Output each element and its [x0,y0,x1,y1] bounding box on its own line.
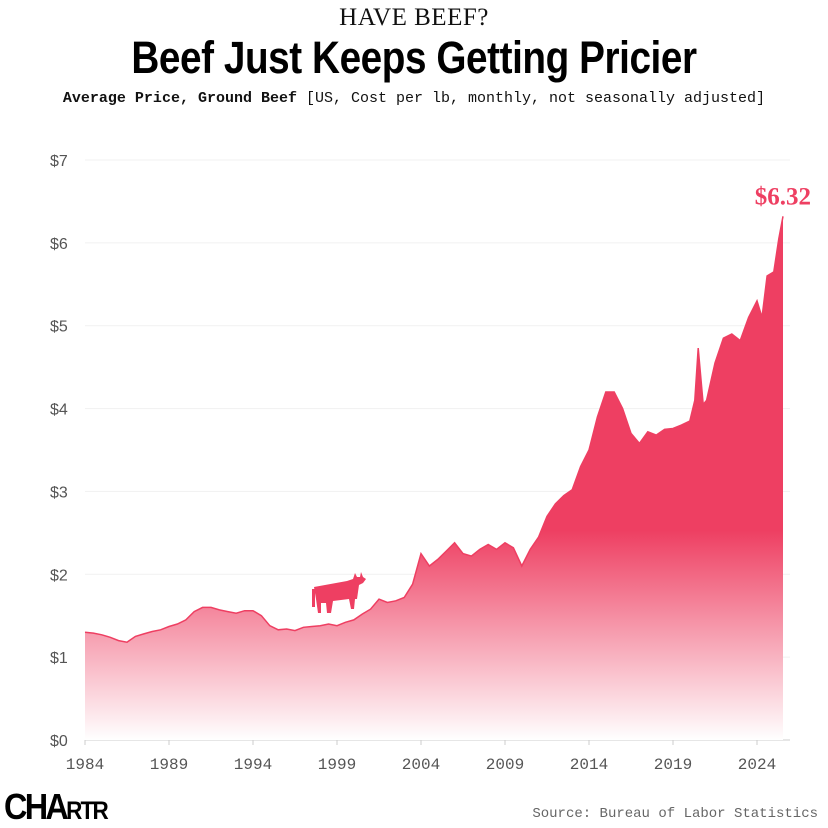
x-axis: 1984 1989 1994 1999 2004 2009 2014 2019 2024 [66,740,776,774]
chart-kicker: HAVE BEEF? [339,4,489,31]
x-tick-label: 1989 [150,756,188,774]
chartr-logo: CHARTR [4,786,109,827]
y-tick-label: $3 [50,484,68,501]
y-tick-label: $2 [50,567,68,584]
x-tick-label: 1994 [234,756,272,774]
x-tick-label: 1999 [318,756,356,774]
source-note: Source: Bureau of Labor Statistics [532,806,818,822]
y-tick-label: $5 [50,319,68,336]
subtitle-note: [US, Cost per lb, monthly, not seasonall… [305,90,766,107]
price-area [85,216,783,741]
cow-icon [312,572,366,613]
x-tick-label: 2019 [654,756,692,774]
x-tick-label: 2014 [570,756,608,774]
y-axis: $0 $1 $2 $3 $4 $5 $6 $7 [50,153,68,750]
y-tick-label: $6 [50,236,68,253]
subtitle-series: Average Price, Ground Beef [62,90,297,107]
chart-subtitle: Average Price, Ground Beef [US, Cost per… [0,90,828,107]
price-line [84,216,784,643]
y-tick-label: $7 [50,153,68,170]
x-tick-label: 2004 [402,756,440,774]
y-tick-label: $4 [50,402,68,419]
x-tick-label: 2009 [486,756,524,774]
chart-title: Beef Just Keeps Getting Pricier [131,32,697,83]
y-tick-label: $0 [50,733,68,750]
latest-value-label: $6.32 [755,183,811,210]
x-tick-label: 2024 [738,756,776,774]
y-tick-label: $1 [50,650,68,667]
x-tick-label: 1984 [66,756,104,774]
